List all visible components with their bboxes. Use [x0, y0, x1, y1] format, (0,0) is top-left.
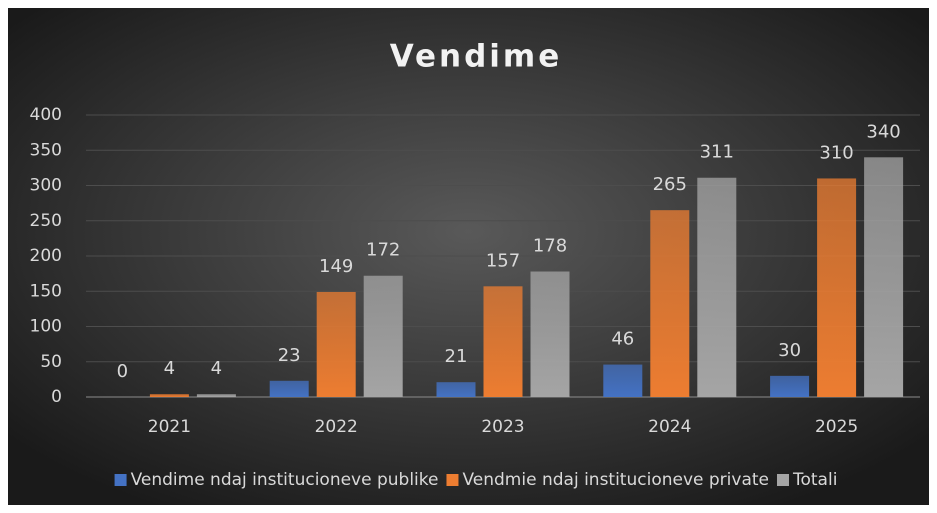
x-tick-label: 2023 — [481, 417, 524, 437]
y-tick-label: 300 — [30, 176, 62, 196]
data-label: 157 — [486, 250, 520, 271]
bar — [864, 157, 904, 397]
bar — [196, 394, 236, 397]
x-tick-label: 2022 — [315, 417, 358, 437]
data-label: 21 — [445, 346, 468, 367]
y-tick-label: 0 — [51, 387, 62, 407]
data-label: 4 — [164, 358, 175, 379]
y-tick-label: 250 — [30, 211, 62, 231]
legend: Vendime ndaj institucioneve publike Vendm… — [114, 470, 837, 490]
bar — [650, 210, 690, 397]
bar — [770, 375, 810, 397]
data-label: 23 — [278, 345, 301, 366]
x-tick-label: 2025 — [815, 417, 858, 437]
bar — [603, 364, 643, 397]
y-tick-label: 50 — [40, 352, 62, 372]
data-label: 172 — [366, 240, 400, 261]
data-label: 311 — [700, 142, 734, 163]
bar — [697, 177, 737, 397]
x-tick-label: 2024 — [648, 417, 691, 437]
legend-label: Totali — [792, 470, 837, 490]
data-label: 4 — [211, 358, 222, 379]
bar — [436, 382, 476, 397]
legend-label: Vendmie ndaj institucioneve private — [462, 470, 769, 490]
data-label: 178 — [533, 236, 567, 257]
x-tick-label: 2021 — [148, 417, 191, 437]
legend-swatch — [776, 474, 789, 486]
chart-title: Vendime — [390, 39, 563, 75]
y-tick-label: 100 — [30, 317, 62, 337]
bar — [316, 291, 356, 397]
bar — [149, 394, 189, 397]
y-tick-label: 350 — [30, 140, 62, 160]
bar — [530, 271, 570, 397]
data-label: 310 — [819, 142, 853, 163]
data-label: 46 — [611, 329, 634, 350]
data-label: 265 — [653, 174, 687, 195]
legend-label: Vendime ndaj institucioneve publike — [131, 470, 439, 490]
bar — [363, 275, 403, 397]
bar — [269, 380, 309, 397]
bar — [483, 286, 523, 397]
y-tick-label: 400 — [30, 105, 62, 125]
y-tick-label: 150 — [30, 281, 62, 301]
legend-swatch — [114, 474, 127, 486]
bar — [817, 178, 857, 397]
y-tick-label: 200 — [30, 246, 62, 266]
data-label: 340 — [866, 121, 900, 142]
data-label: 30 — [778, 340, 801, 361]
data-label: 0 — [117, 361, 128, 382]
legend-swatch — [446, 474, 459, 486]
data-label: 149 — [319, 256, 353, 277]
